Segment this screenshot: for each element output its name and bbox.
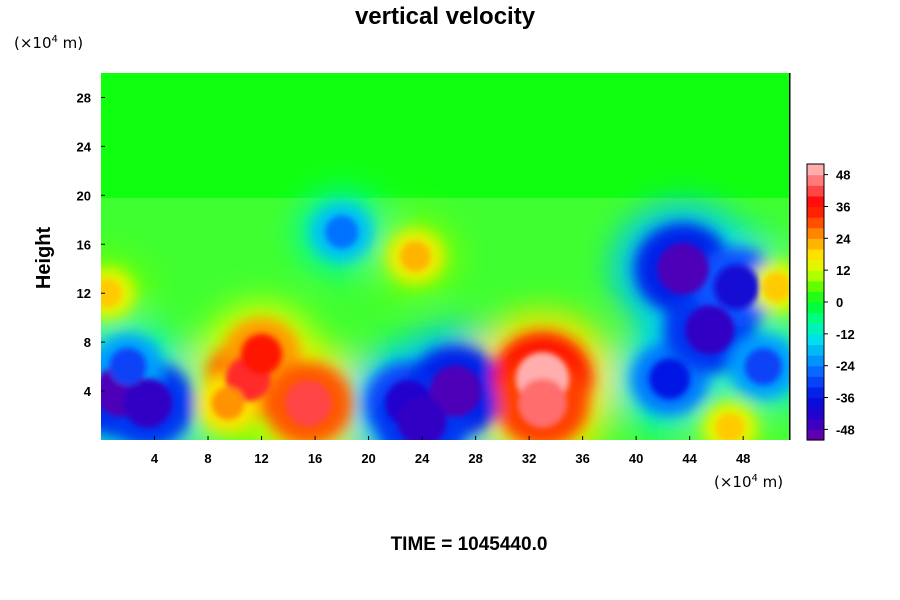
time-label: TIME = 1045440.0 [391,534,548,555]
colorbar-band [807,355,824,367]
field-cell-core [400,241,431,272]
colorbar-band [807,429,824,441]
x-tick-label: 32 [522,451,536,466]
y-tick-label: 4 [84,384,92,399]
field-cell-core [101,278,123,308]
field-cell-core [649,358,691,400]
x-unit-exponent: 4 [752,473,758,484]
colorbar-ticks: 48 36 24 12 0 -12 -24 -36 -48 [824,168,856,437]
field-cell-core [762,272,790,302]
y-tick-label: 16 [77,237,91,252]
field-cell-core [109,348,147,386]
colorbar-band [807,217,824,229]
colorbar-tick-label: -48 [836,422,855,437]
field-cell-core [397,397,447,440]
y-unit-exponent: 4 [52,34,58,45]
x-tick-label: 12 [254,451,268,466]
colorbar-band [807,227,824,239]
colorbar-band [807,248,824,261]
plot-frame-right [789,73,791,440]
colorbar-band [807,408,824,420]
colorbar-band [807,386,824,399]
colorbar-band [807,365,824,377]
colorbar-band [807,418,824,430]
colorbar-tick-label: 48 [836,168,850,183]
y-unit-prefix: (×10 [14,34,52,52]
chart-title: vertical velocity [355,3,536,30]
field-cell-core [685,305,735,355]
x-tick-label: 28 [468,451,482,466]
colorbar-band [807,291,824,303]
x-tick-label: 36 [575,451,589,466]
colorbar-band [807,238,824,250]
colorbar-tick-label: 0 [836,295,843,310]
x-tick-label: 4 [151,451,159,466]
x-tick-label: 44 [682,451,697,466]
x-tick-label: 20 [361,451,375,466]
colorbar-band [807,333,824,346]
field-cell-core [517,378,568,428]
x-unit-prefix: (×10 [714,473,752,491]
x-tick-label: 40 [629,451,643,466]
heatmap-field [101,73,790,440]
field-cell-core [715,413,745,440]
y-tick-label: 24 [77,139,92,154]
y-tick-label: 20 [77,188,91,203]
colorbar-band [807,344,824,356]
colorbar-band [807,185,824,197]
field-background-upper [101,73,790,198]
colorbar-tick-label: 36 [836,199,850,214]
colorbar-band [807,376,824,388]
colorbar-band [807,206,824,218]
field-cell-core [713,264,759,310]
colorbar-band [807,323,824,335]
y-tick-label: 8 [84,335,91,350]
x-tick-label: 48 [736,451,750,466]
x-unit-suffix: m) [758,473,783,491]
y-axis-label: Height [33,227,55,290]
y-tick-label: 12 [77,286,91,301]
x-axis-ticks: 4 8 12 16 20 24 28 32 36 40 44 48 [151,436,750,466]
colorbar-tick-label: 12 [836,263,850,278]
colorbar [806,163,825,441]
field-cell-core [325,215,359,249]
field-cell-core [241,333,283,375]
colorbar-band [807,397,824,409]
colorbar-band [807,280,824,292]
field-cell-core [744,348,782,386]
colorbar-band [807,270,824,282]
colorbar-tick-label: -12 [836,327,855,342]
colorbar-tick-label: 24 [836,231,851,246]
x-tick-label: 16 [308,451,322,466]
y-axis-unit: (×104 m) [14,34,83,52]
x-tick-label: 8 [204,451,211,466]
y-unit-suffix: m) [58,34,83,52]
colorbar-band [807,259,824,271]
colorbar-band [807,195,824,208]
colorbar-band [807,174,824,186]
field-cell-core [657,242,709,295]
field-cell-core [123,378,173,428]
y-tick-label: 28 [77,90,91,105]
field-cell-core [211,386,245,420]
colorbar-band [807,312,824,324]
colorbar-band [807,164,824,176]
x-axis-unit: (×104 m) [714,473,783,491]
x-tick-label: 24 [415,451,430,466]
colorbar-tick-label: -24 [836,359,856,374]
colorbar-band [807,302,824,314]
field-cell-core [285,379,332,427]
y-axis-ticks: 4 8 12 16 20 24 28 [77,90,105,399]
field-cell-core [429,365,482,417]
colorbar-tick-label: -36 [836,391,855,406]
